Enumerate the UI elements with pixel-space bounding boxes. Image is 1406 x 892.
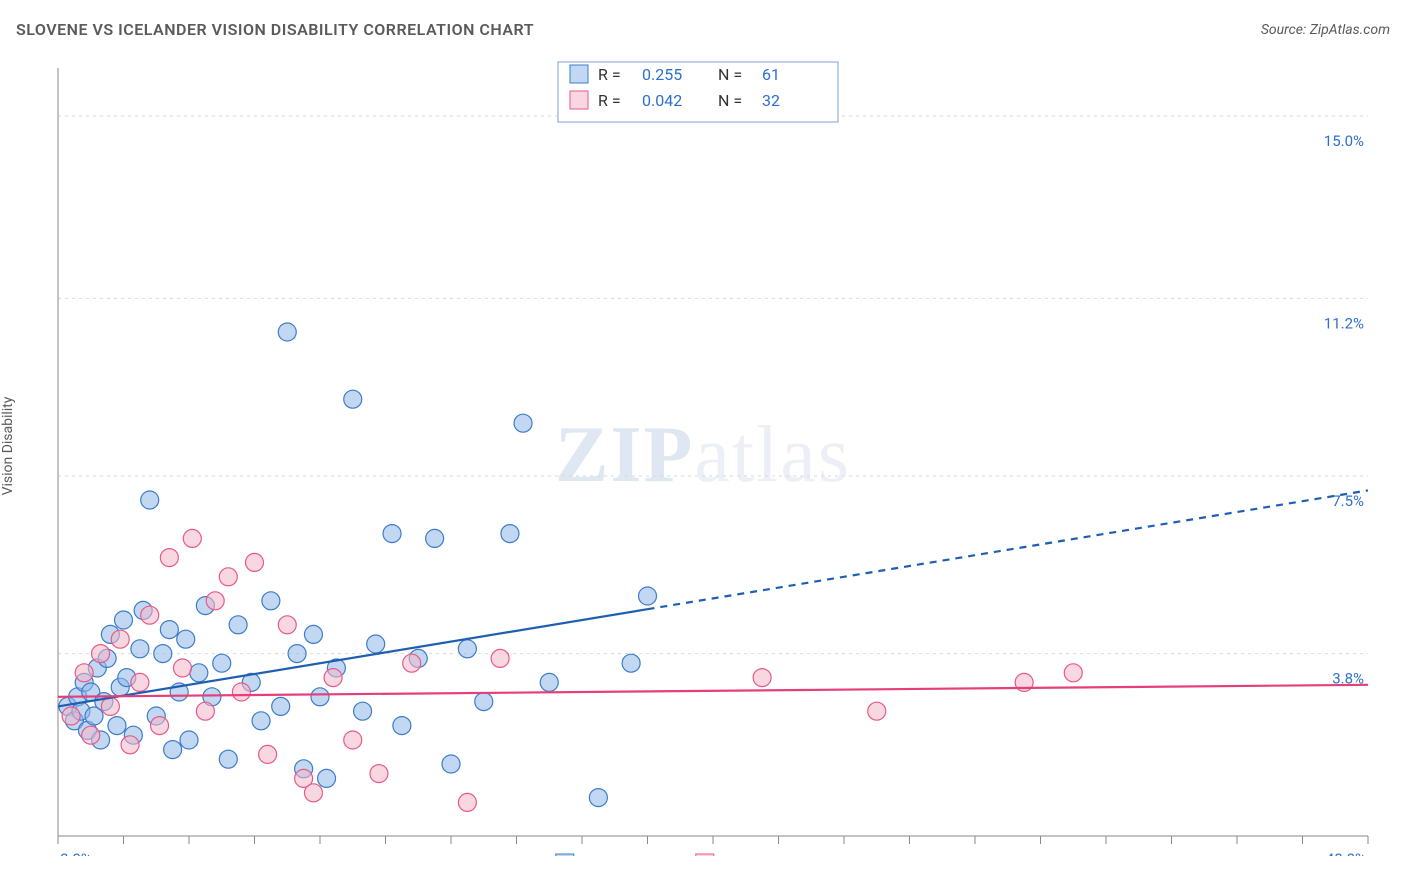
data-point	[196, 702, 214, 720]
data-point	[318, 769, 336, 787]
data-point	[141, 491, 159, 509]
chart-header: SLOVENE VS ICELANDER VISION DISABILITY C…	[16, 20, 1390, 39]
correlation-chart: 3.8%7.5%11.2%15.0%0.0%40.0%R =0.255N =61…	[48, 56, 1388, 856]
chart-source: Source: ZipAtlas.com	[1261, 22, 1390, 38]
legend-swatch	[570, 65, 588, 83]
data-point	[491, 649, 509, 667]
data-point	[589, 789, 607, 807]
data-point	[131, 673, 149, 691]
data-point	[141, 606, 159, 624]
data-point	[246, 553, 264, 571]
data-point	[426, 529, 444, 547]
data-point	[164, 741, 182, 759]
data-point	[458, 640, 476, 658]
data-point	[868, 702, 886, 720]
data-point	[183, 529, 201, 547]
data-point	[252, 712, 270, 730]
legend-swatch	[696, 854, 714, 856]
x-tick-label: 0.0%	[60, 850, 92, 856]
data-point	[111, 630, 129, 648]
data-point	[540, 673, 558, 691]
y-axis-label: Vision Disability	[0, 397, 16, 496]
series-legend: Slovenes Icelanders	[556, 854, 791, 856]
stats-legend: R = 0.255 N = 61 R = 0.042 N = 32	[558, 62, 838, 122]
data-point	[288, 645, 306, 663]
data-point	[458, 793, 476, 811]
legend-n-value: 61	[762, 65, 780, 84]
data-point	[206, 592, 224, 610]
data-point	[383, 525, 401, 543]
chart-title: SLOVENE VS ICELANDER VISION DISABILITY C…	[16, 20, 534, 39]
data-point	[131, 640, 149, 658]
data-point	[475, 693, 493, 711]
data-point	[370, 765, 388, 783]
data-point	[160, 621, 178, 639]
data-point	[190, 664, 208, 682]
x-tick-label: 40.0%	[1326, 850, 1366, 856]
legend-r-label: R =	[598, 65, 621, 84]
data-point	[272, 697, 290, 715]
legend-swatch	[556, 854, 574, 856]
data-point	[262, 592, 280, 610]
y-tick-label: 11.2%	[1324, 314, 1364, 332]
data-point	[180, 731, 198, 749]
data-point	[442, 755, 460, 773]
data-point	[622, 654, 640, 672]
data-point	[160, 549, 178, 567]
data-point	[173, 659, 191, 677]
legend-n-label: N =	[718, 91, 742, 110]
data-point	[213, 654, 231, 672]
data-point	[278, 323, 296, 341]
data-point	[101, 697, 119, 715]
data-point	[62, 707, 80, 725]
legend-series-label: Icelanders	[722, 855, 791, 856]
legend-r-value: 0.255	[642, 65, 682, 84]
data-point	[151, 717, 169, 735]
data-point	[108, 717, 126, 735]
data-point	[75, 664, 93, 682]
data-point	[403, 654, 421, 672]
data-point	[82, 726, 100, 744]
legend-n-label: N =	[718, 65, 742, 84]
y-tick-label: 7.5%	[1332, 492, 1364, 510]
data-point	[278, 616, 296, 634]
legend-swatch	[570, 91, 588, 109]
data-point	[259, 745, 277, 763]
data-point	[639, 587, 657, 605]
data-point	[177, 630, 195, 648]
legend-r-value: 0.042	[642, 91, 682, 110]
data-point	[367, 635, 385, 653]
legend-series-label: Slovenes	[582, 855, 642, 856]
data-point	[219, 568, 237, 586]
data-point	[154, 645, 172, 663]
data-point	[232, 683, 250, 701]
data-point	[501, 525, 519, 543]
data-point	[92, 645, 110, 663]
data-point	[311, 688, 329, 706]
data-point	[229, 616, 247, 634]
data-point	[393, 717, 411, 735]
legend-r-label: R =	[598, 91, 621, 110]
data-point	[344, 731, 362, 749]
y-tick-label: 15.0%	[1324, 132, 1364, 150]
data-point	[304, 625, 322, 643]
data-point	[344, 390, 362, 408]
data-point	[354, 702, 372, 720]
data-point	[304, 784, 322, 802]
data-point	[753, 669, 771, 687]
data-point	[1064, 664, 1082, 682]
legend-n-value: 32	[762, 91, 780, 110]
data-point	[514, 414, 532, 432]
data-point	[121, 736, 139, 754]
data-point	[324, 669, 342, 687]
data-point	[219, 750, 237, 768]
trend-line-extrapolated	[648, 490, 1369, 609]
data-point	[115, 611, 133, 629]
